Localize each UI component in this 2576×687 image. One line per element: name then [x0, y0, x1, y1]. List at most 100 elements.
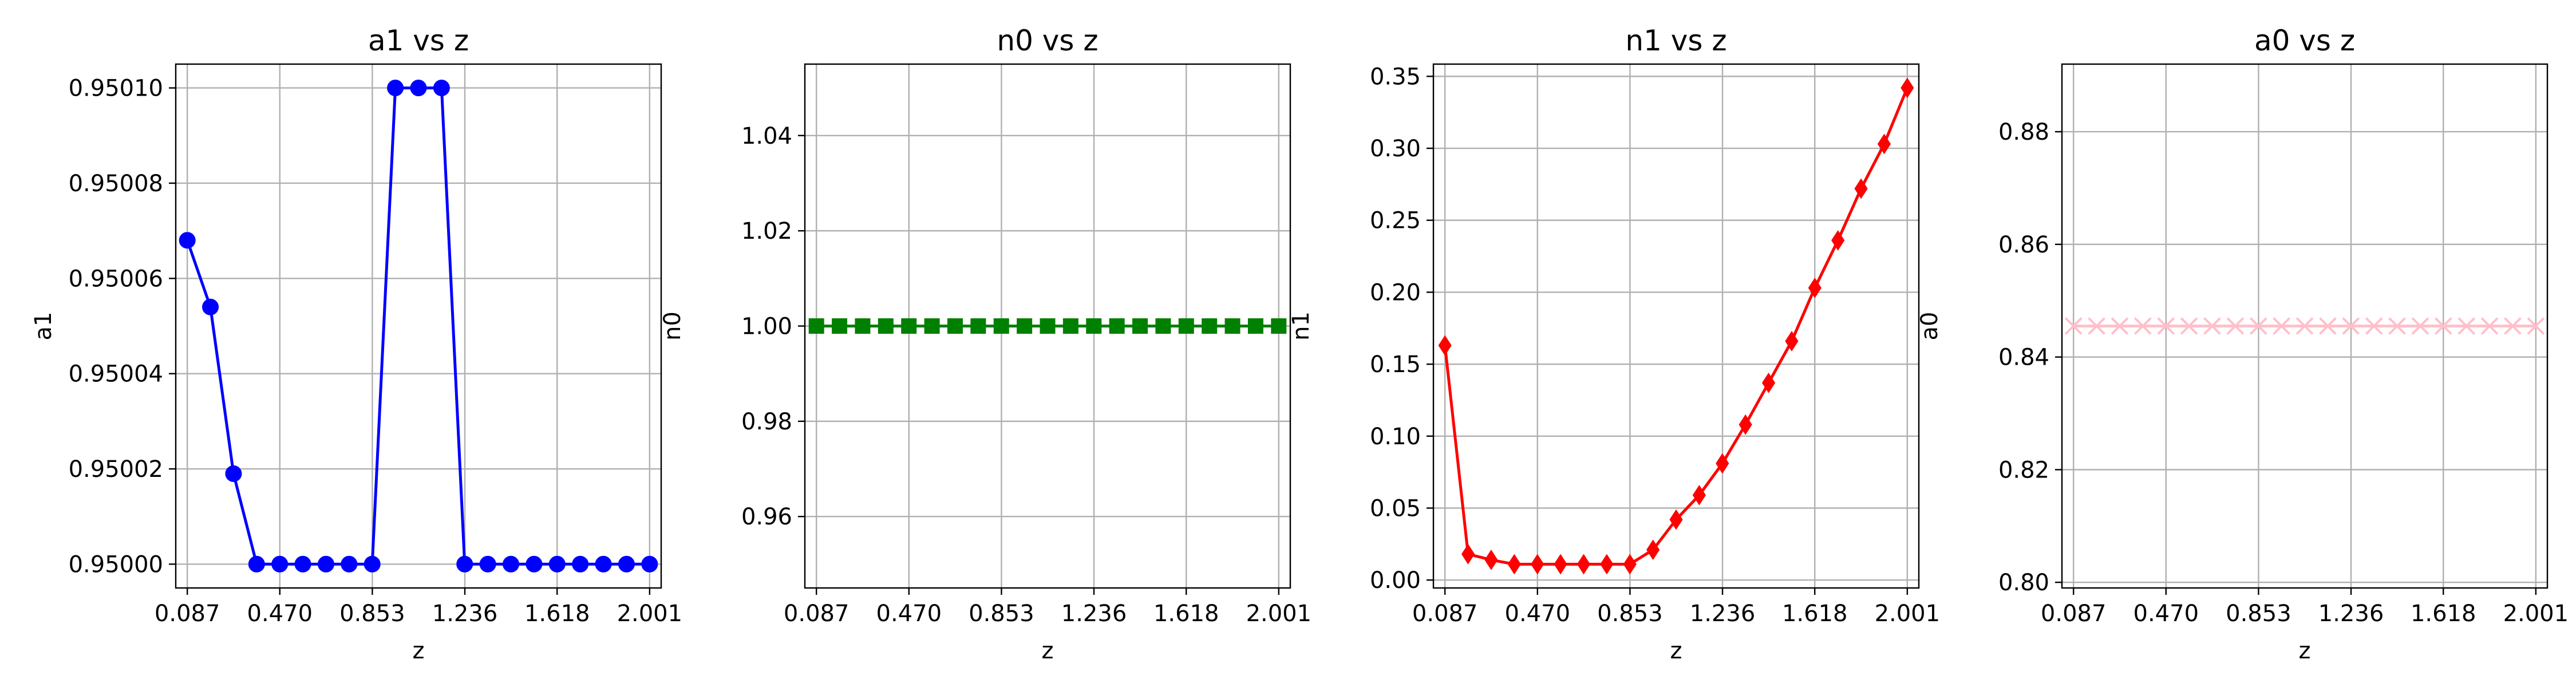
x-tick-label: 1.236: [1690, 601, 1756, 627]
x-tick-label: 0.470: [2134, 601, 2199, 627]
chart-title: n1 vs z: [1625, 24, 1726, 57]
data-point: [1224, 318, 1240, 334]
data-point: [1040, 318, 1056, 334]
data-point: [1854, 178, 1868, 199]
x-tick-label: 1.236: [1061, 601, 1127, 627]
x-tick-label: 1.618: [524, 601, 590, 627]
y-axis-label: a0: [1917, 312, 1943, 341]
data-point: [1086, 318, 1102, 334]
data-point: [364, 555, 381, 572]
x-axis-label: z: [1042, 638, 1054, 664]
data-point: [618, 555, 635, 572]
data-point: [2318, 317, 2337, 335]
data-point: [1109, 318, 1125, 334]
data-point: [1577, 554, 1591, 575]
x-tick-label: 0.087: [784, 601, 850, 627]
data-point: [2365, 317, 2383, 335]
x-tick-label: 0.853: [1597, 601, 1663, 627]
x-tick-label: 1.236: [2318, 601, 2384, 627]
data-point: [1132, 318, 1148, 334]
x-tick-label: 0.853: [2226, 601, 2291, 627]
y-tick-label: 0.30: [1370, 136, 1421, 162]
data-point: [1554, 554, 1567, 575]
chart-title: a0 vs z: [2254, 24, 2355, 57]
data-point: [1178, 318, 1194, 334]
x-axis-label: z: [1670, 638, 1682, 664]
x-tick-label: 0.470: [1505, 601, 1571, 627]
data-point: [2134, 317, 2152, 335]
y-tick-label: 0.88: [1998, 119, 2049, 145]
data-point: [503, 555, 520, 572]
y-tick-label: 0.20: [1370, 279, 1421, 306]
data-point: [1271, 318, 1287, 334]
y-tick-label: 0.95008: [69, 171, 163, 197]
x-tick-label: 1.618: [2411, 601, 2476, 627]
data-point: [1507, 554, 1521, 575]
x-tick-label: 0.087: [155, 601, 220, 627]
data-point: [2388, 317, 2406, 335]
x-tick-label: 2.001: [617, 601, 683, 627]
data-point: [1692, 484, 1706, 506]
x-tick-label: 2.001: [2503, 601, 2569, 627]
chart-panel-2: 0.087 0.470 0.853 1.236 1.618 2.001 0.96 0.98 1.…: [659, 24, 1311, 664]
x-tick-label: 0.087: [2041, 601, 2107, 627]
data-point: [1808, 277, 1822, 298]
chart-panel-3: 0.087 0.470 0.853 1.236 1.618 2.001 0.00 0.05 0.…: [1288, 24, 1940, 664]
y-tick-label: 0.95002: [69, 456, 163, 483]
data-point: [2157, 317, 2175, 335]
data-point: [548, 555, 566, 572]
data-point: [248, 555, 265, 572]
data-point: [1484, 550, 1498, 570]
data-point: [970, 318, 986, 334]
data-point: [2226, 317, 2245, 335]
data-point: [855, 318, 871, 334]
chart-title: a1 vs z: [368, 24, 469, 57]
data-point: [2273, 317, 2291, 335]
data-point: [2111, 317, 2129, 335]
data-point: [1623, 554, 1637, 575]
y-tick-label: 0.15: [1370, 352, 1421, 378]
series-line: [185, 86, 650, 566]
data-point: [832, 318, 848, 334]
y-tick-label: 0.05: [1370, 495, 1421, 522]
data-point: [479, 555, 496, 572]
series-line: [1443, 87, 1909, 566]
data-point: [595, 555, 612, 572]
data-point: [1600, 554, 1614, 575]
chart-panel-1: 0.087 0.470 0.853 1.236 1.618 2.001 0.95000 0.9…: [30, 24, 682, 664]
data-point: [271, 555, 289, 572]
plot-frame: [175, 63, 662, 589]
data-point: [225, 465, 242, 482]
data-point: [1877, 133, 1891, 155]
data-point: [1438, 335, 1452, 356]
data-point: [1062, 318, 1078, 334]
data-point: [1646, 539, 1660, 560]
chart-title: n0 vs z: [997, 24, 1098, 57]
data-point: [1669, 509, 1683, 530]
y-tick-label: 0.80: [1998, 570, 2049, 596]
data-point: [1901, 77, 1914, 98]
data-point: [2203, 317, 2221, 335]
x-axis-label: z: [2299, 638, 2311, 664]
data-point: [1785, 330, 1799, 352]
x-tick-label: 2.001: [1875, 601, 1941, 627]
data-point: [2527, 317, 2545, 335]
chart-panel-4: 0.087 0.470 0.853 1.236 1.618 2.001 0.80 0.82 0.…: [1917, 24, 2569, 664]
data-point: [179, 232, 196, 249]
data-point: [317, 555, 334, 572]
data-point: [526, 555, 543, 572]
data-point: [1017, 318, 1033, 334]
y-tick-label: 0.95006: [69, 266, 163, 292]
data-point: [993, 318, 1009, 334]
y-tick-label: 0.82: [1998, 457, 2049, 483]
data-point: [878, 318, 894, 334]
y-tick-label: 0.84: [1998, 345, 2049, 371]
plot-frame: [804, 63, 1291, 589]
data-point: [808, 318, 824, 334]
data-point: [2088, 317, 2105, 335]
data-point: [2504, 317, 2522, 335]
y-tick-label: 0.25: [1370, 208, 1421, 234]
x-tick-label: 0.853: [339, 601, 405, 627]
y-tick-label: 0.96: [741, 504, 792, 530]
plot-frame: [1432, 63, 1920, 589]
